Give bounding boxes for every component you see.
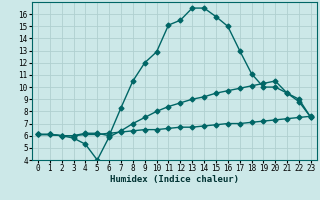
X-axis label: Humidex (Indice chaleur): Humidex (Indice chaleur) (110, 175, 239, 184)
